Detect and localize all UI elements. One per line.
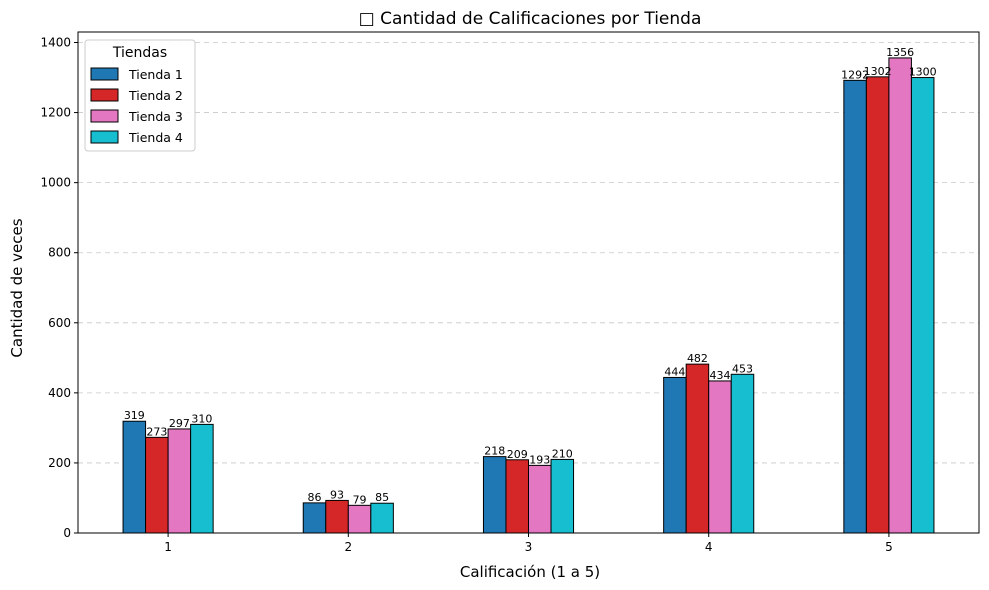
bar-value-label: 310 — [191, 412, 212, 425]
bar — [302, 502, 327, 534]
axes: 0 200 400 600 800 1000 1200 1400 1 2 3 4 5 — [40, 36, 892, 554]
bar — [708, 380, 732, 534]
y-tick-label: 1000 — [40, 176, 71, 190]
y-tick-label: 0 — [63, 526, 71, 540]
bar — [505, 459, 530, 534]
legend-label: Tienda 3 — [128, 109, 183, 124]
bar-value-label: 482 — [687, 352, 708, 365]
bar — [910, 77, 935, 534]
bar — [325, 499, 349, 534]
bar — [347, 504, 372, 534]
x-tick-label: 2 — [344, 540, 352, 554]
bar — [730, 373, 755, 534]
x-tick-label: 1 — [164, 540, 172, 554]
legend-label: Tienda 4 — [128, 130, 183, 145]
bar — [685, 363, 710, 534]
y-tick-label: 400 — [48, 386, 71, 400]
x-tick-label: 5 — [885, 540, 893, 554]
bar-value-label: 453 — [732, 362, 753, 375]
bar-value-label: 319 — [124, 409, 145, 422]
y-tick-label: 1200 — [40, 106, 71, 120]
bars — [122, 57, 935, 534]
bar — [843, 79, 867, 534]
legend-swatch — [90, 88, 119, 102]
y-tick-label: 800 — [48, 246, 71, 260]
bar-value-label: 86 — [308, 491, 322, 504]
bar-value-label: 209 — [507, 448, 528, 461]
bar — [550, 458, 575, 534]
bar-value-label: 210 — [552, 447, 573, 460]
legend-swatch — [90, 109, 119, 123]
bar-value-label: 193 — [529, 453, 550, 466]
legend: Tiendas Tienda 1 Tienda 2 Tienda 3 Tienda 4 — [84, 39, 196, 152]
legend-title: Tiendas — [112, 45, 167, 61]
legend-label: Tienda 2 — [128, 88, 183, 103]
bar — [145, 436, 169, 534]
y-tick-label: 1400 — [40, 36, 71, 50]
y-tick-label: 200 — [48, 456, 71, 470]
bar — [167, 428, 192, 534]
bar-value-label: 1356 — [886, 46, 914, 59]
bar — [370, 502, 394, 534]
y-tick-label: 600 — [48, 316, 71, 330]
bar — [122, 420, 147, 534]
bar — [888, 57, 912, 534]
bar-value-label: 85 — [375, 491, 389, 504]
bar — [482, 456, 507, 534]
bar-value-label: 79 — [353, 493, 367, 506]
bar-value-label: 93 — [330, 488, 344, 501]
bar-value-label: 444 — [664, 365, 685, 378]
legend-swatch — [90, 67, 119, 81]
x-tick-label: 3 — [525, 540, 533, 554]
bar-value-label: 1292 — [841, 68, 869, 81]
bar — [190, 423, 214, 534]
legend-swatch — [90, 130, 119, 144]
x-tick-label: 4 — [705, 540, 713, 554]
bar — [865, 76, 890, 534]
legend-label: Tienda 1 — [128, 67, 183, 82]
bar — [528, 464, 552, 534]
bar-value-label: 297 — [169, 417, 190, 430]
bar-value-label: 273 — [146, 425, 167, 438]
bar-value-label: 1302 — [864, 65, 892, 78]
chart-title: □ Cantidad de Calificaciones por Tienda — [359, 9, 702, 29]
bar-value-label: 218 — [484, 445, 505, 458]
bar-value-label: 1300 — [909, 66, 937, 79]
bar-value-label: 434 — [709, 369, 730, 382]
bar — [663, 376, 687, 534]
y-axis-label: Cantidad de veces — [8, 218, 26, 357]
x-axis-label: Calificación (1 a 5) — [460, 563, 600, 581]
